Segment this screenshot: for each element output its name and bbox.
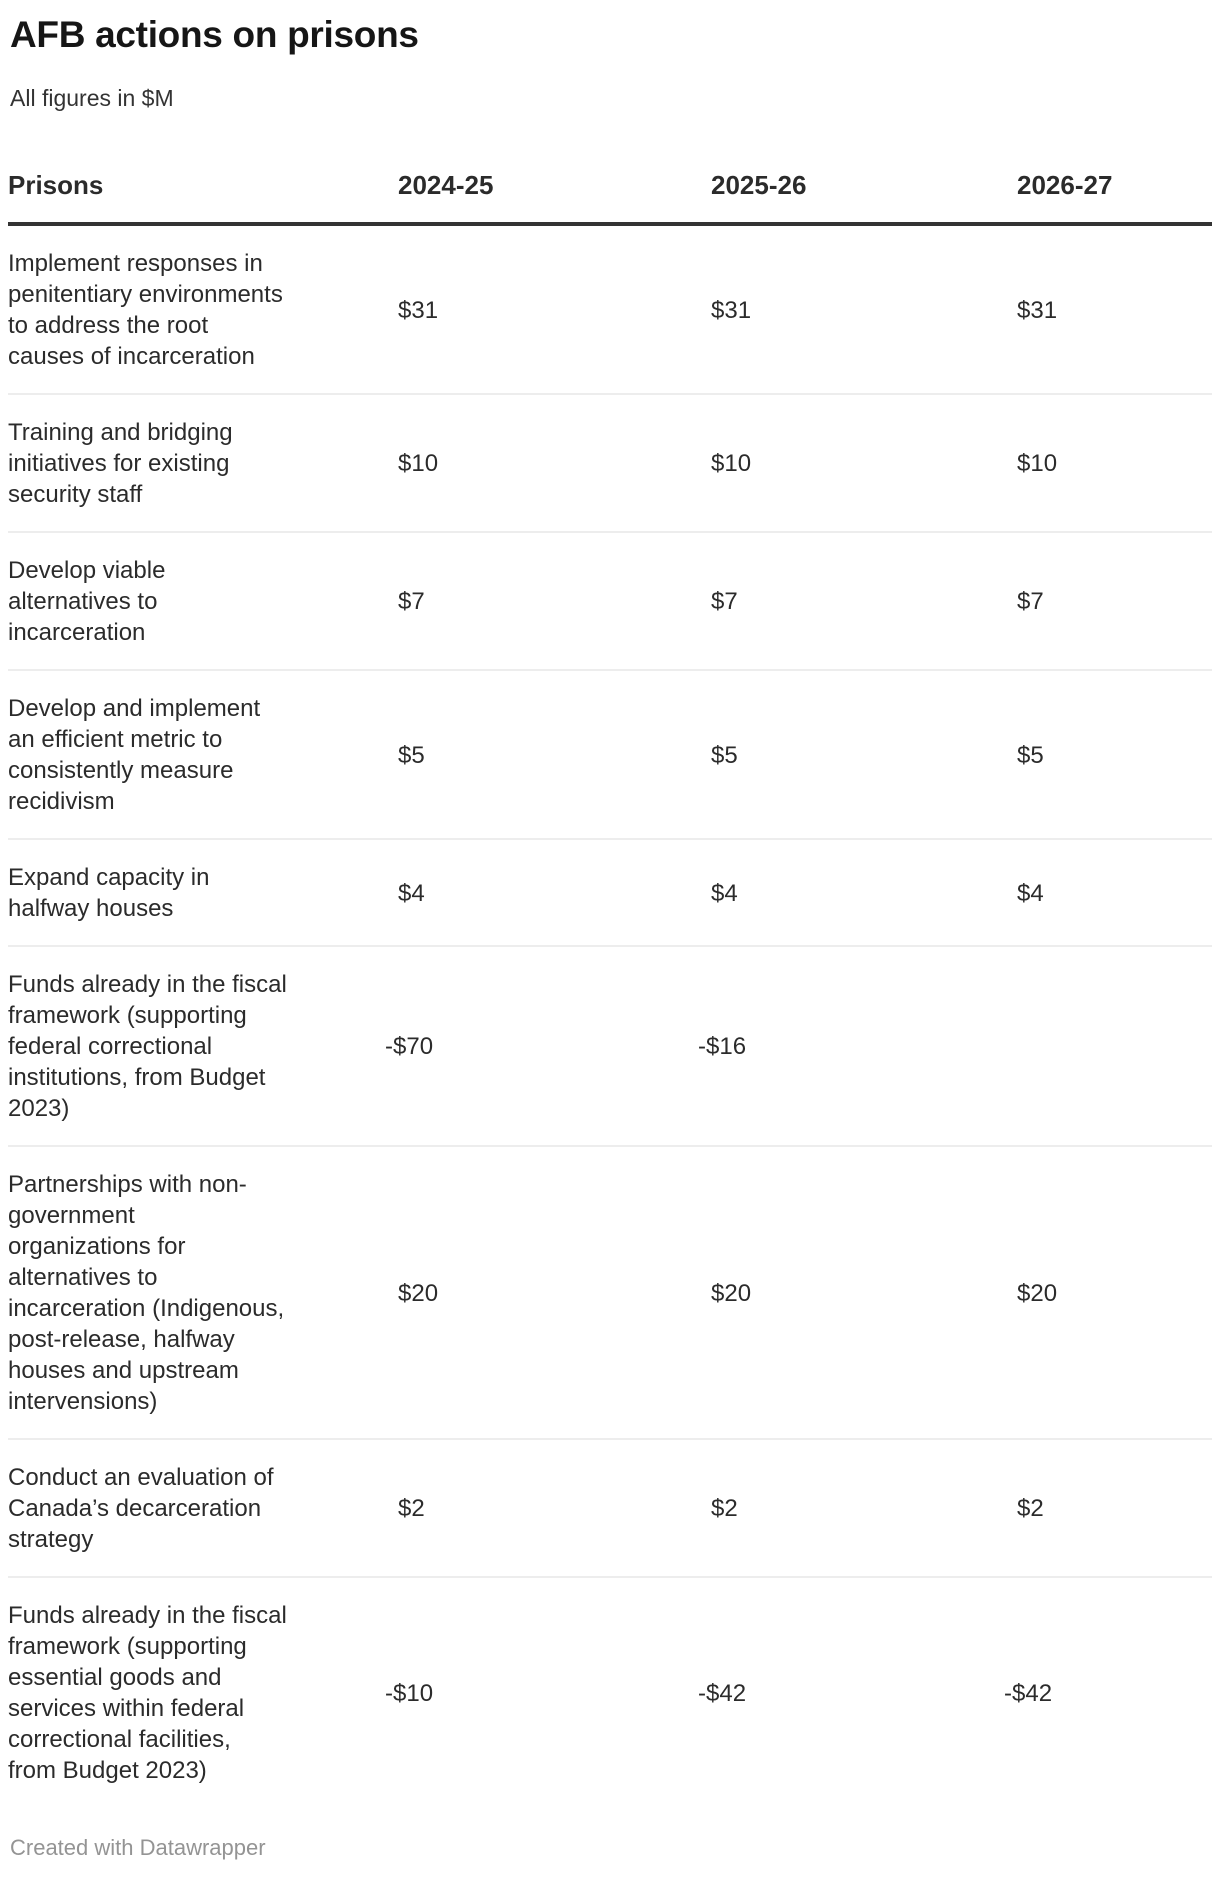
row-label: Partnerships with non- government organi… (8, 1146, 398, 1440)
table-row: Expand capacity in halfway houses $4 $4 … (8, 839, 1212, 947)
value-cell: -$10 (385, 1679, 434, 1707)
page-title: AFB actions on prisons (10, 14, 419, 55)
value-cell: $7 (1017, 532, 1212, 671)
value-cell: $5 (1017, 670, 1212, 840)
value-cell: $5 (398, 670, 711, 840)
value-cell: $4 (398, 839, 711, 947)
row-label: Expand capacity in halfway houses (8, 839, 398, 947)
value-cell: -$42 (698, 1679, 747, 1707)
value-cell: -$42 (1004, 1679, 1053, 1707)
table-row: Implement responses in penitentiary envi… (8, 224, 1212, 395)
value-cell: $20 (398, 1146, 711, 1440)
table-row: Develop viable alternatives to incarcera… (8, 532, 1212, 671)
value-cell: $4 (1017, 839, 1212, 947)
table-row: Funds already in the fiscal framework (s… (8, 946, 1212, 1147)
row-label: Funds already in the fiscal framework (s… (8, 1602, 287, 1784)
value-cell: $10 (398, 394, 711, 533)
value-cell: $31 (398, 224, 711, 395)
column-header-2026-27: 2026-27 (1017, 170, 1212, 226)
row-label: Training and bridging initiatives for ex… (8, 394, 398, 533)
prisons-data-table: Prisons 2024-25 2025-26 2026-27 Implemen… (8, 170, 1212, 1807)
value-cell: $7 (711, 532, 1017, 671)
value-cell: $2 (1017, 1439, 1212, 1578)
column-header-2024-25: 2024-25 (398, 170, 711, 226)
value-cell: $20 (711, 1146, 1017, 1440)
table-row: Partnerships with non- government organi… (8, 1146, 1212, 1440)
table-row: Training and bridging initiatives for ex… (8, 394, 1212, 533)
row-label: Funds already in the fiscal framework (s… (8, 946, 398, 1147)
value-cell: $2 (711, 1439, 1017, 1578)
value-cell: $2 (398, 1439, 711, 1578)
value-cell: $10 (711, 394, 1017, 533)
value-cell: -$16 (698, 946, 1017, 1147)
table-row: Funds already in the fiscal framework (s… (8, 1577, 1212, 1807)
table-row: Develop and implement an efficient metri… (8, 670, 1212, 840)
column-header-prisons: Prisons (8, 170, 398, 226)
column-header-2025-26: 2025-26 (711, 170, 1017, 226)
row-label: Implement responses in penitentiary envi… (8, 224, 398, 395)
attribution-footer: Created with Datawrapper (10, 1835, 266, 1860)
header-row: Prisons 2024-25 2025-26 2026-27 (8, 170, 1212, 226)
value-cell: $31 (711, 224, 1017, 395)
value-cell: $20 (1017, 1146, 1212, 1440)
value-cell: $7 (398, 532, 711, 671)
value-cell: $4 (711, 839, 1017, 947)
row-label: Develop and implement an efficient metri… (8, 670, 398, 840)
value-cell: $31 (1017, 224, 1212, 395)
page-subtitle: All figures in $M (10, 85, 174, 111)
value-cell: $10 (1017, 394, 1212, 533)
row-label: Conduct an evaluation of Canada’s decarc… (8, 1439, 398, 1578)
value-cell: -$70 (385, 946, 711, 1147)
row-label: Develop viable alternatives to incarcera… (8, 532, 398, 671)
value-cell (1017, 946, 1212, 1147)
value-cell: $5 (711, 670, 1017, 840)
table-row: Conduct an evaluation of Canada’s decarc… (8, 1439, 1212, 1578)
